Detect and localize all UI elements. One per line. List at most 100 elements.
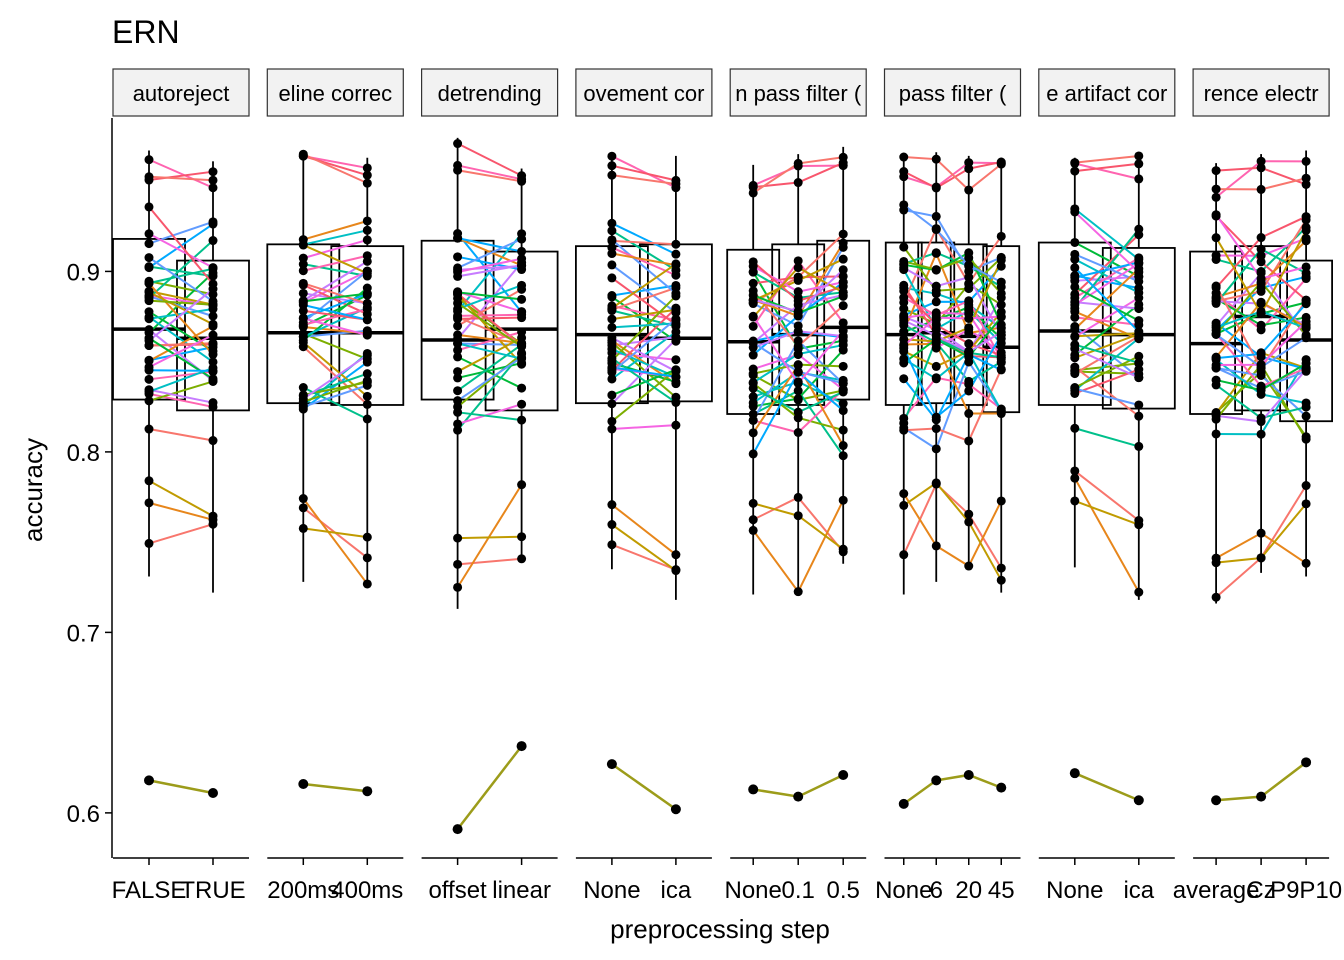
data-point <box>838 301 848 311</box>
data-point <box>1070 353 1080 363</box>
x-tick-label: 400ms <box>331 877 403 904</box>
data-point <box>1301 333 1311 343</box>
data-point <box>931 374 941 384</box>
data-point <box>838 340 848 350</box>
data-point <box>517 554 527 564</box>
pair-line <box>302 345 368 406</box>
data-point <box>996 338 1006 348</box>
outlier-line <box>903 773 1002 805</box>
pair-line <box>303 220 368 241</box>
data-point <box>671 303 681 313</box>
pair-line <box>456 292 523 347</box>
data-point <box>1134 400 1144 410</box>
data-point <box>453 345 463 355</box>
data-point <box>996 300 1006 310</box>
data-point <box>748 311 758 321</box>
data-point <box>1256 184 1266 194</box>
data-point <box>298 332 308 342</box>
data-point <box>1211 250 1221 260</box>
pair-line <box>148 265 214 278</box>
data-point <box>1301 212 1311 222</box>
pair-line <box>148 428 214 442</box>
data-point <box>144 239 154 249</box>
pair-line <box>148 206 214 285</box>
data-point <box>362 357 372 367</box>
outlier-point <box>748 784 759 795</box>
pair-line <box>148 290 214 306</box>
data-point <box>1070 207 1080 217</box>
data-point <box>517 246 527 256</box>
data-point <box>931 331 941 341</box>
data-point <box>362 235 372 245</box>
data-point <box>453 312 463 322</box>
pair-line <box>903 324 1002 383</box>
data-point <box>517 280 527 290</box>
data-point <box>899 327 909 337</box>
data-point <box>1134 411 1144 421</box>
data-point <box>208 284 218 294</box>
pair-line <box>903 266 1003 336</box>
data-point <box>1256 370 1266 380</box>
pair-line <box>148 280 214 296</box>
data-point <box>517 333 527 343</box>
data-point <box>298 503 308 513</box>
data-point <box>362 170 372 180</box>
pair-line <box>902 493 1003 568</box>
x-tick-label: 200ms <box>267 877 339 904</box>
data-point <box>899 286 909 296</box>
data-point <box>671 397 681 407</box>
data-point <box>748 369 758 379</box>
pair-line <box>611 286 677 311</box>
data-point <box>931 444 941 454</box>
data-point <box>298 266 308 276</box>
data-point <box>208 271 218 281</box>
data-point <box>1256 429 1266 439</box>
pair-line <box>611 264 677 314</box>
pair-line <box>1074 332 1139 338</box>
data-point <box>517 294 527 304</box>
data-point <box>1256 306 1266 316</box>
data-point <box>1070 473 1080 483</box>
data-point <box>964 436 974 446</box>
data-point <box>362 256 372 266</box>
pair-line <box>303 238 368 260</box>
pair-line <box>611 277 677 326</box>
pair-line <box>457 164 522 181</box>
data-point <box>453 407 463 417</box>
data-point <box>453 139 463 149</box>
data-point <box>899 489 909 499</box>
pair-line <box>611 318 677 373</box>
pair-line <box>611 366 677 378</box>
data-point <box>362 315 372 325</box>
facet-strip-label: eline correc <box>278 81 392 106</box>
pair-line <box>1074 162 1140 180</box>
data-point <box>671 334 681 344</box>
data-point <box>1256 156 1266 166</box>
pair-line <box>148 175 214 182</box>
outlier-point <box>362 786 373 797</box>
pair-line <box>1074 366 1140 417</box>
data-point <box>996 563 1006 573</box>
data-point <box>996 352 1006 362</box>
data-point <box>1134 316 1144 326</box>
pair-line <box>903 481 1003 581</box>
data-point <box>899 341 909 351</box>
data-point <box>607 291 617 301</box>
data-point <box>1211 592 1221 602</box>
data-point <box>607 260 617 270</box>
x-tick-label: ica <box>661 877 692 904</box>
data-point <box>362 579 372 589</box>
data-point <box>899 200 909 210</box>
data-point <box>144 278 154 288</box>
data-point <box>1301 434 1311 444</box>
data-point <box>793 275 803 285</box>
data-point <box>1301 236 1311 246</box>
facet-strip-label: pass filter ( <box>899 81 1007 106</box>
data-point <box>1301 317 1311 327</box>
data-point <box>964 164 974 174</box>
data-point <box>607 170 617 180</box>
y-tick-label: 0.8 <box>67 440 100 467</box>
data-point <box>838 495 848 505</box>
pair-line <box>902 269 1002 344</box>
